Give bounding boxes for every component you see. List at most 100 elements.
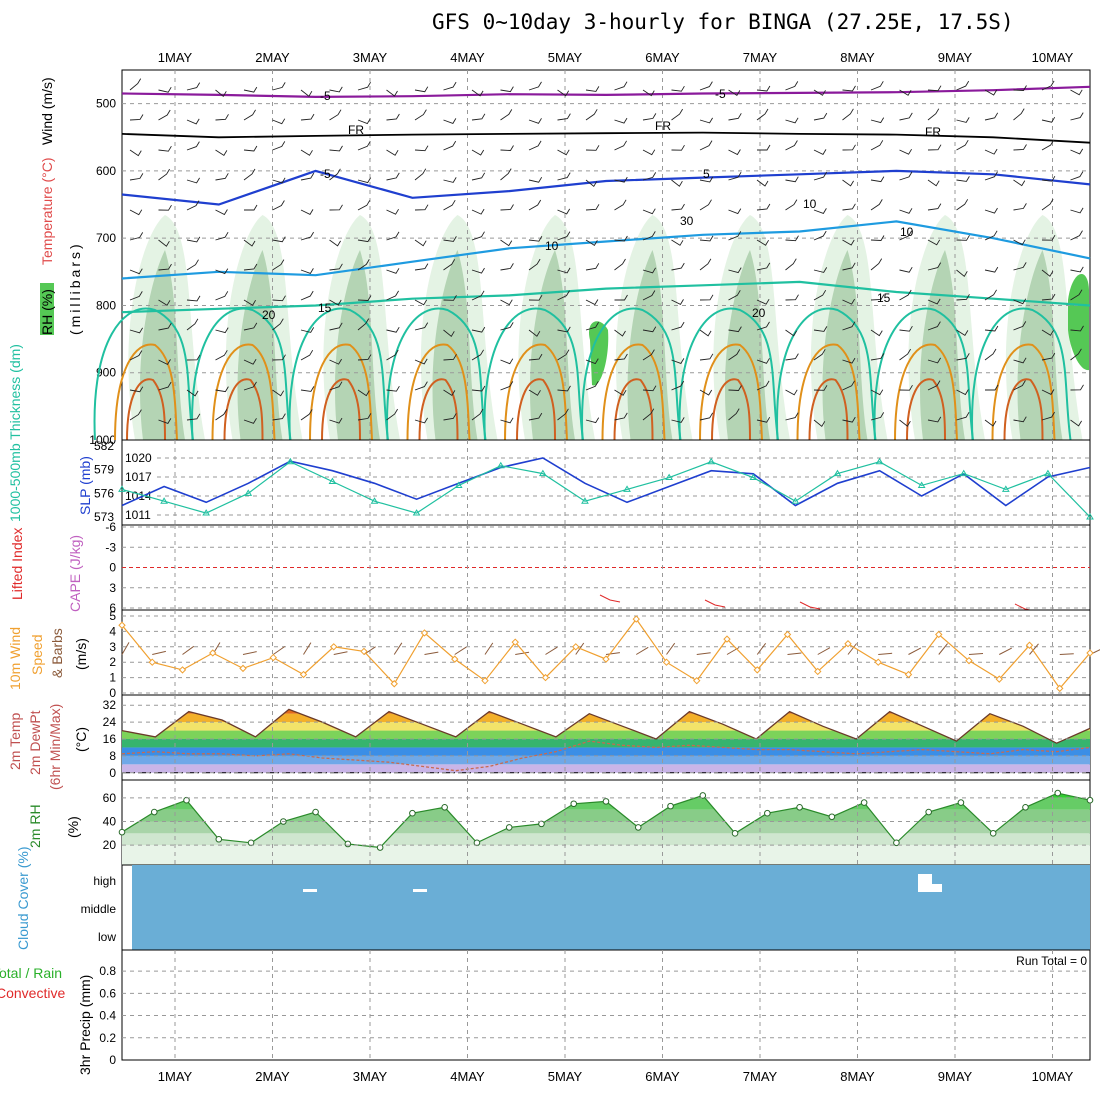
wind-barb [899, 171, 913, 181]
wind-barb [243, 322, 258, 331]
y-tick-label-wind: 0 [109, 686, 116, 700]
wind-barb [614, 235, 628, 242]
wind-barb [386, 113, 400, 121]
wind-barb [842, 85, 856, 92]
wind-barb [585, 321, 599, 331]
wind-barb [272, 295, 286, 302]
wind-barb [671, 299, 684, 305]
wind-barb [699, 199, 712, 211]
x-date-label-top: 10MAY [1032, 50, 1074, 65]
wind-barb [785, 117, 799, 124]
thickness-point [1044, 469, 1052, 477]
wind-barb [500, 109, 513, 121]
rh-point [731, 830, 739, 837]
x-date-label-bottom: 6MAY [645, 1069, 680, 1084]
wind-barb [870, 199, 883, 211]
wind-barb [500, 381, 514, 391]
wind-barb [699, 294, 714, 301]
wind-barb [129, 291, 143, 301]
wind-barb [557, 349, 570, 361]
temp-band [122, 747, 1090, 756]
wind-speed-point [511, 638, 519, 646]
temp-band [122, 755, 1090, 765]
wind-barb [671, 262, 685, 271]
wind-barb [528, 389, 541, 396]
y-tick-label-rh: 60 [103, 791, 117, 805]
wind-barb [1041, 80, 1055, 91]
wind-barb [243, 145, 258, 152]
wind-barb [158, 359, 171, 365]
wind-barb [699, 258, 712, 271]
cloud-gap [918, 874, 942, 892]
wind-barb [614, 353, 628, 361]
y-tick-label-li: 6 [109, 601, 116, 615]
wind-barb [813, 419, 826, 427]
wind-barb [671, 108, 683, 121]
wind-barb [785, 258, 797, 271]
rh-point [957, 799, 965, 806]
wind-barb [215, 350, 228, 361]
isotherm-25 [406, 343, 471, 441]
wind-barb-10m [878, 652, 893, 655]
wind-barb [215, 327, 229, 334]
wind-barb [756, 262, 771, 271]
y-tick-label-wind: 4 [109, 624, 116, 638]
wind-barb [614, 294, 628, 301]
x-date-label-bottom: 8MAY [840, 1069, 875, 1084]
wind-barb [186, 259, 199, 271]
rh-point [989, 830, 997, 837]
wind-speed-point [904, 670, 913, 679]
rh-band [122, 809, 1090, 822]
wind-barb [443, 81, 457, 91]
wind-barb [215, 386, 229, 393]
contour-label: 5 [703, 167, 710, 181]
wind-barb [614, 176, 628, 183]
wind-barb [671, 85, 685, 92]
wind-barb [842, 239, 855, 246]
wind-barb [158, 86, 172, 93]
wind-barb [129, 327, 143, 334]
wind-barb [585, 86, 600, 92]
wind-barb [329, 239, 341, 247]
wind-barb [215, 89, 227, 97]
wind-barb [728, 326, 742, 333]
y-tick-label-wind: 1 [109, 671, 116, 685]
wind-barb [842, 144, 856, 151]
wind-barb [699, 412, 714, 421]
wind-barb [129, 173, 144, 181]
wind-barb [557, 113, 571, 121]
y-axis-label-millibars: (millibars) [67, 241, 83, 335]
rh-point [312, 808, 319, 816]
wind-barb [471, 349, 484, 361]
isotherm-25 [309, 343, 373, 441]
wind-barb [386, 385, 400, 392]
wind-barb [215, 409, 228, 421]
wind-barb [186, 354, 201, 361]
isotherm-30 [711, 378, 751, 441]
wind-barb [585, 109, 598, 121]
contour-label: -5 [320, 89, 331, 103]
thickness-point [286, 457, 295, 465]
wind-barb [984, 325, 999, 332]
wind-barb-10m [999, 647, 1012, 655]
wind-barb [756, 416, 771, 423]
wind-barb [158, 168, 170, 181]
y-tick-label-pressure: 500 [96, 97, 116, 111]
x-date-label-top: 7MAY [743, 50, 778, 65]
wind-barb [899, 266, 913, 273]
rh-point [796, 804, 803, 811]
wind-barb [129, 149, 142, 157]
thickness-point [833, 469, 842, 477]
wind-barb [984, 348, 997, 361]
rh-point [441, 804, 448, 811]
isotherm-30 [223, 378, 264, 441]
thickness-point [118, 485, 126, 492]
y-tick-label-wind: 2 [109, 655, 116, 669]
isotherm-line [121, 85, 1091, 99]
wind-barb [756, 380, 770, 391]
wind-barb-10m [756, 643, 767, 655]
wind-barb [699, 353, 714, 361]
wind-barb [186, 318, 199, 331]
wind-barb [557, 208, 571, 215]
thickness-point [496, 461, 505, 469]
